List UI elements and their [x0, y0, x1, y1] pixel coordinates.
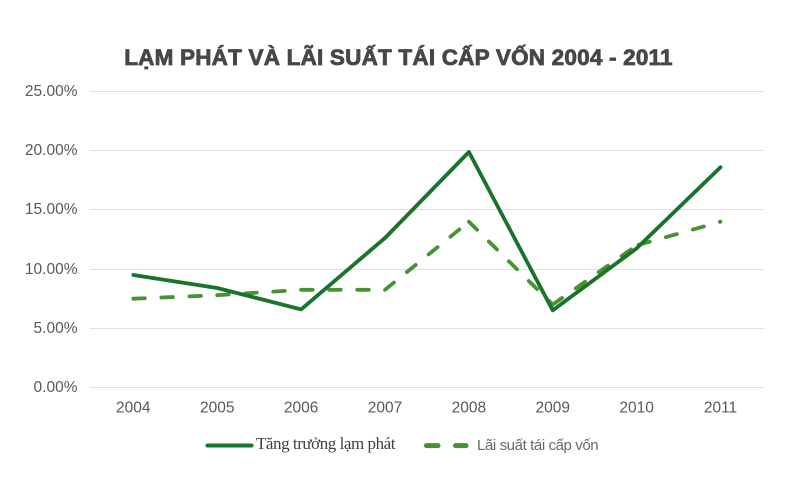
svg-text:2011: 2011	[704, 400, 737, 417]
svg-text:2010: 2010	[619, 400, 654, 417]
svg-text:2005: 2005	[200, 400, 234, 417]
svg-text:2006: 2006	[284, 400, 318, 417]
svg-text:Tăng trưởng lạm phát: Tăng trưởng lạm phát	[256, 434, 396, 453]
svg-text:15.00%: 15.00%	[25, 201, 78, 218]
svg-text:2008: 2008	[452, 400, 486, 417]
svg-text:20.00%: 20.00%	[25, 142, 78, 159]
svg-text:LẠM PHÁT VÀ LÃI SUẤT TÁI CẤP V: LẠM PHÁT VÀ LÃI SUẤT TÁI CẤP VỐN 2004 - …	[124, 44, 673, 70]
svg-text:5.00%: 5.00%	[34, 320, 78, 337]
svg-text:0.00%: 0.00%	[34, 379, 78, 396]
svg-text:2007: 2007	[368, 400, 402, 417]
svg-text:25.00%: 25.00%	[25, 83, 78, 100]
svg-text:2009: 2009	[535, 400, 569, 417]
svg-text:Lãi suất tái cấp vốn: Lãi suất tái cấp vốn	[477, 437, 598, 454]
svg-text:2004: 2004	[116, 400, 151, 417]
svg-text:10.00%: 10.00%	[25, 261, 78, 278]
